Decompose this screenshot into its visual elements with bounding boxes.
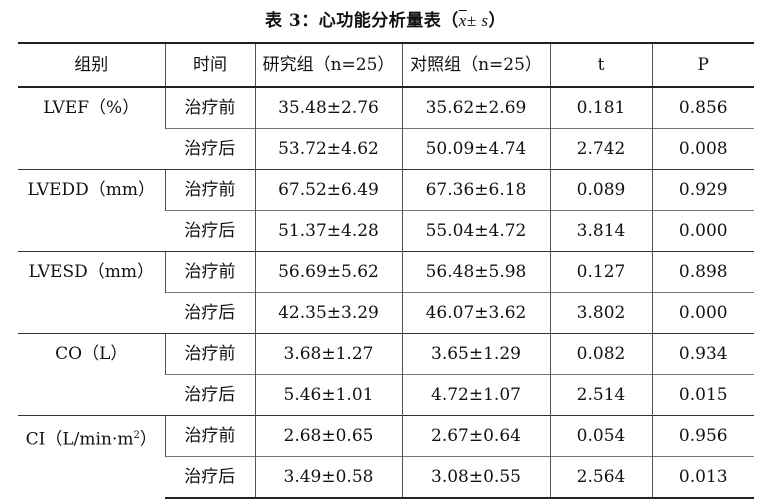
group-name-cell: LVEDD（mm）	[18, 169, 165, 252]
time-cell: 治疗前	[164, 169, 255, 211]
p-value: 0.856	[651, 86, 754, 129]
header-time: 时间	[164, 43, 255, 87]
group-name-cell: LVESD（mm）	[18, 251, 165, 334]
caption-close-paren: ）	[488, 11, 506, 31]
table-row: 治疗后 3.49±0.58 3.08±0.55 2.564 0.013	[18, 456, 754, 499]
control-group-value: 67.36±6.18	[401, 169, 550, 211]
p-value: 0.000	[651, 292, 754, 334]
study-group-value: 42.35±3.29	[254, 292, 402, 334]
study-group-value: 5.46±1.01	[254, 374, 402, 416]
group-name: LVESD（mm）	[28, 262, 154, 282]
caption-formula: x± s	[459, 11, 489, 30]
header-t: t	[549, 43, 652, 87]
table-row: CI（L/min·m2） 治疗前 2.68±0.65 2.67±0.64 0.054 0.…	[18, 415, 754, 498]
group-name: CI（L/min·m2）	[18, 416, 165, 456]
study-group-value: 3.68±1.27	[254, 333, 402, 375]
t-value: 3.802	[549, 292, 652, 334]
table-row: LVESD（mm） 治疗前 56.69±5.62 56.48±5.98 0.127 0.8…	[18, 251, 754, 334]
control-group-value: 55.04±4.72	[401, 210, 550, 252]
header-control-group: 对照组（n=25）	[401, 43, 550, 87]
table-row: LVEDD（mm） 治疗前 67.52±6.49 67.36±6.18 0.089 0.9…	[18, 169, 754, 252]
p-value: 0.956	[651, 415, 754, 457]
study-group-value: 35.48±2.76	[254, 86, 402, 129]
control-group-value: 35.62±2.69	[401, 86, 550, 129]
group-name: LVEDD（mm）	[27, 180, 155, 200]
p-value: 0.898	[651, 251, 754, 293]
time-cell: 治疗后	[165, 374, 255, 416]
t-value: 3.814	[549, 210, 652, 252]
t-value: 0.181	[549, 86, 652, 129]
p-value: 0.000	[651, 210, 754, 252]
t-value: 0.054	[549, 415, 652, 457]
table-caption: 表 3：心功能分析量表（x± s）	[0, 6, 771, 31]
p-value: 0.934	[651, 333, 754, 375]
time-cell: 治疗后	[165, 210, 255, 252]
caption-formula-x: x	[458, 11, 467, 30]
group-name-cell: CO（L）	[18, 333, 165, 416]
table-row: 治疗后 53.72±4.62 50.09±4.74 2.742 0.008	[18, 128, 754, 170]
control-group-value: 3.08±0.55	[401, 456, 550, 499]
p-value: 0.013	[651, 456, 754, 499]
table-row: CO（L） 治疗前 3.68±1.27 3.65±1.29 0.082 0.934	[18, 333, 754, 416]
control-group-value: 50.09±4.74	[401, 128, 550, 170]
p-value: 0.929	[651, 169, 754, 211]
time-cell: 治疗后	[165, 292, 255, 334]
caption-formula-rest: ± s	[466, 11, 489, 30]
caption-open-paren: （	[441, 11, 459, 31]
t-value: 2.742	[549, 128, 652, 170]
header-p: P	[651, 43, 754, 87]
time-cell: 治疗前	[164, 333, 255, 375]
study-group-value: 53.72±4.62	[254, 128, 402, 170]
t-value: 0.127	[549, 251, 652, 293]
table-row: 治疗后 42.35±3.29 46.07±3.62 3.802 0.000	[18, 292, 754, 334]
group-name-tail: ）	[139, 429, 157, 450]
control-group-value: 4.72±1.07	[401, 374, 550, 416]
group-name-cell: CI（L/min·m2）	[18, 415, 165, 498]
t-value: 0.082	[549, 333, 652, 375]
header-row: 组别 时间 研究组（n=25） 对照组（n=25） t P	[18, 43, 754, 87]
table-row: 治疗后 51.37±4.28 55.04±4.72 3.814 0.000	[18, 210, 754, 252]
group-name: CO（L）	[55, 344, 128, 364]
control-group-value: 56.48±5.98	[401, 251, 550, 293]
t-value: 0.089	[549, 169, 652, 211]
table-header: 组别 时间 研究组（n=25） 对照组（n=25） t P	[18, 43, 754, 87]
t-value: 2.514	[549, 374, 652, 416]
study-group-value: 3.49±0.58	[254, 456, 402, 499]
control-group-value: 46.07±3.62	[401, 292, 550, 334]
control-group-value: 3.65±1.29	[401, 333, 550, 375]
study-group-value: 56.69±5.62	[254, 251, 402, 293]
cardiac-function-table: 组别 时间 研究组（n=25） 对照组（n=25） t P LVEF（%） 治疗前…	[18, 42, 754, 499]
group-name: LVEF（%）	[43, 98, 140, 118]
time-cell: 治疗前	[164, 251, 255, 293]
caption-label: 表 3：心功能分析量表	[265, 11, 442, 31]
header-study-group: 研究组（n=25）	[254, 43, 402, 87]
time-cell: 治疗后	[165, 128, 255, 170]
study-group-value: 67.52±6.49	[254, 169, 402, 211]
p-value: 0.008	[651, 128, 754, 170]
time-cell: 治疗后	[165, 456, 255, 499]
group-name-superscript: 2	[133, 430, 140, 441]
group-name-main: CI（L/min·m	[25, 429, 134, 450]
table-row: LVEF（%） 治疗前 35.48±2.76 35.62±2.69 0.181 0.856	[18, 86, 754, 170]
p-value: 0.015	[651, 374, 754, 416]
t-value: 2.564	[549, 456, 652, 499]
group-name-cell: LVEF（%）	[18, 86, 165, 170]
study-group-value: 51.37±4.28	[254, 210, 402, 252]
table-row: 治疗后 5.46±1.01 4.72±1.07 2.514 0.015	[18, 374, 754, 416]
study-group-value: 2.68±0.65	[254, 415, 402, 457]
control-group-value: 2.67±0.64	[401, 415, 550, 457]
time-cell: 治疗前	[164, 86, 255, 129]
table-body: LVEF（%） 治疗前 35.48±2.76 35.62±2.69 0.181 0.856…	[18, 86, 754, 499]
time-cell: 治疗前	[164, 415, 255, 457]
header-group: 组别	[74, 55, 109, 75]
